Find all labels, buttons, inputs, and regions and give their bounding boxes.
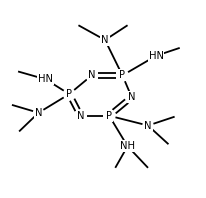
Text: HN: HN bbox=[149, 51, 164, 61]
Text: P: P bbox=[119, 70, 125, 80]
Text: NH: NH bbox=[120, 141, 135, 151]
Text: N: N bbox=[77, 111, 84, 121]
Text: N: N bbox=[35, 108, 42, 118]
Text: N: N bbox=[88, 70, 96, 80]
Text: HN: HN bbox=[38, 74, 53, 84]
Text: N: N bbox=[101, 35, 109, 45]
Text: P: P bbox=[66, 89, 72, 99]
Text: N: N bbox=[144, 121, 152, 130]
Text: N: N bbox=[128, 92, 135, 102]
Text: P: P bbox=[106, 111, 112, 121]
